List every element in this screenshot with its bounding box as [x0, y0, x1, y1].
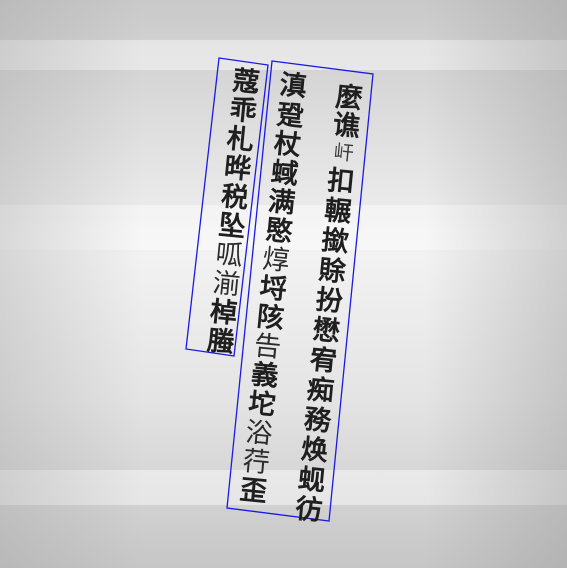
text-box-left-column: [185, 57, 269, 357]
paper-fold-highlight: [0, 40, 567, 70]
column-char: 歪: [238, 474, 269, 509]
column-char: 螣: [205, 325, 236, 359]
paper-fold-highlight: [0, 205, 567, 250]
text-box-right-column: [226, 60, 374, 522]
column-char: 彷: [293, 493, 324, 528]
paper-fold-highlight: [0, 470, 567, 505]
